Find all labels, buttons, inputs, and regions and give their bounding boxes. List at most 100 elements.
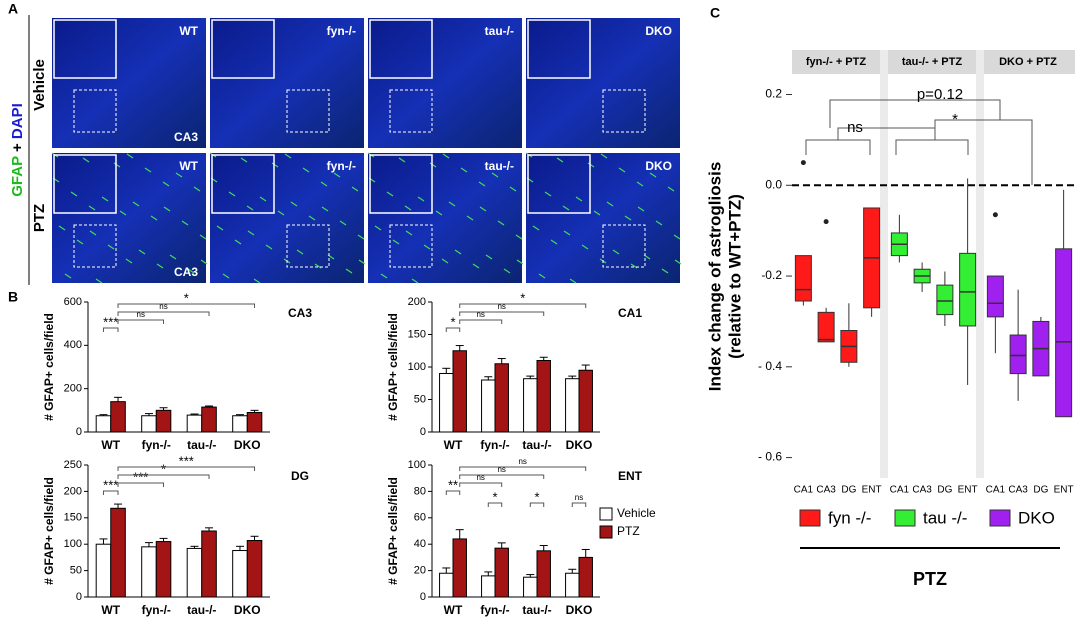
genotype-label: tau-/- [485, 159, 514, 173]
bar [246, 412, 263, 433]
bar [95, 543, 112, 598]
gfap-fiber [466, 215, 474, 221]
gfap-fiber [107, 244, 115, 250]
gfap-fiber [193, 186, 201, 192]
box [1009, 334, 1027, 375]
sig-bracket [487, 502, 503, 507]
stain-label: GFAP + DAPI [9, 103, 26, 197]
inset [53, 19, 117, 79]
y-tick-label: 200 [408, 296, 426, 308]
x-tick-label: WT [101, 603, 120, 617]
bar [186, 547, 203, 598]
sig-label: ns [159, 302, 167, 311]
sig-bracket [459, 474, 545, 479]
x-tick-label: WT [444, 438, 463, 452]
gfap-fiber [150, 215, 158, 221]
gfap-fiber [259, 196, 267, 202]
sig-label: ns [497, 465, 505, 474]
sig-bracket [459, 311, 545, 316]
gfap-fiber [569, 278, 577, 284]
facet-label: DKO + PTZ [999, 56, 1057, 68]
chart-title: CA1 [618, 306, 642, 320]
gfap-fiber [119, 210, 127, 216]
gfap-fiber [175, 172, 183, 178]
gfap-fiber [296, 249, 304, 255]
gfap-fiber [581, 244, 589, 250]
x-tick-label: DG [1033, 485, 1048, 496]
sig-label: ns [137, 310, 145, 319]
gfap-fiber [247, 230, 255, 236]
gfap-fiber [637, 206, 645, 212]
x-tick-label: DKO [566, 603, 593, 617]
bar [110, 401, 126, 433]
gfap-fiber [246, 205, 254, 211]
micrograph [368, 18, 522, 148]
region-label: CA3 [174, 265, 198, 279]
y-axis-label: # GFAP+ cells/field [42, 477, 56, 585]
bar [155, 541, 172, 598]
y-tick-label: 0 [420, 591, 426, 603]
x-tick-label: tau-/- [522, 438, 551, 452]
y-tick-label: 80 [414, 485, 426, 497]
gfap-fiber [351, 186, 359, 192]
gfap-fiber [64, 273, 72, 279]
sig-bracket [102, 327, 119, 332]
sig-label: ns [476, 473, 484, 482]
gfap-fiber [253, 278, 261, 284]
genotype-label: fyn-/- [327, 159, 356, 173]
sig-bracket [117, 311, 210, 316]
legend-swatch [599, 507, 613, 521]
gfap-fiber [392, 239, 400, 245]
y-tick-label: 150 [64, 512, 82, 524]
sig-label: ns [497, 302, 505, 311]
annotation: ns [847, 119, 863, 136]
gfap-fiber [156, 263, 164, 269]
x-tick-label: DKO [234, 438, 261, 452]
gfap-fiber [200, 259, 208, 265]
y-tick-label: - 0.4 [758, 359, 782, 373]
gfap-fiber [417, 196, 425, 202]
gfap-fiber [320, 181, 328, 187]
gfap-fiber [398, 157, 406, 163]
bar [523, 576, 538, 598]
y-tick-label: 20 [414, 565, 426, 577]
gfap-fiber [345, 268, 353, 274]
y-tick-label: 100 [408, 361, 426, 373]
x-tick-label: tau-/- [187, 603, 216, 617]
zoom-box [73, 224, 117, 268]
sig-bracket [571, 502, 587, 507]
x-tick-label: fyn-/- [480, 603, 509, 617]
bar [565, 572, 580, 598]
micrograph [52, 18, 206, 148]
bar [201, 530, 217, 598]
gfap-fiber [497, 220, 505, 226]
sig-bracket [117, 303, 256, 308]
bar [232, 415, 248, 433]
gfap-fiber [290, 201, 298, 207]
y-tick-label: 250 [64, 459, 82, 471]
x-tick-label: CA1 [794, 485, 814, 496]
inset [211, 154, 275, 214]
gfap-fiber [163, 206, 171, 212]
gfap-fiber [485, 254, 493, 260]
x-tick-label: CA3 [912, 485, 932, 496]
gfap-fiber [228, 191, 236, 197]
facet-strip [888, 50, 976, 74]
gfap-fiber [138, 249, 146, 255]
sig-label: *** [179, 453, 194, 468]
sig-label: ns [575, 493, 583, 502]
gfap-fiber [606, 201, 614, 207]
gfap-fiber [423, 244, 431, 250]
gfap-fiber [454, 249, 462, 255]
panel-label: B [8, 289, 18, 305]
sig-bracket [459, 319, 503, 324]
genotype-label: DKO [645, 24, 672, 38]
gfap-fiber [515, 234, 523, 240]
bar [452, 350, 467, 433]
gfap-fiber [113, 162, 121, 168]
y-tick-label: 40 [414, 538, 426, 550]
sig-bracket [445, 327, 461, 332]
gfap-fiber [563, 230, 571, 236]
c-brackets [805, 99, 1033, 185]
gfap-fiber [556, 157, 564, 163]
